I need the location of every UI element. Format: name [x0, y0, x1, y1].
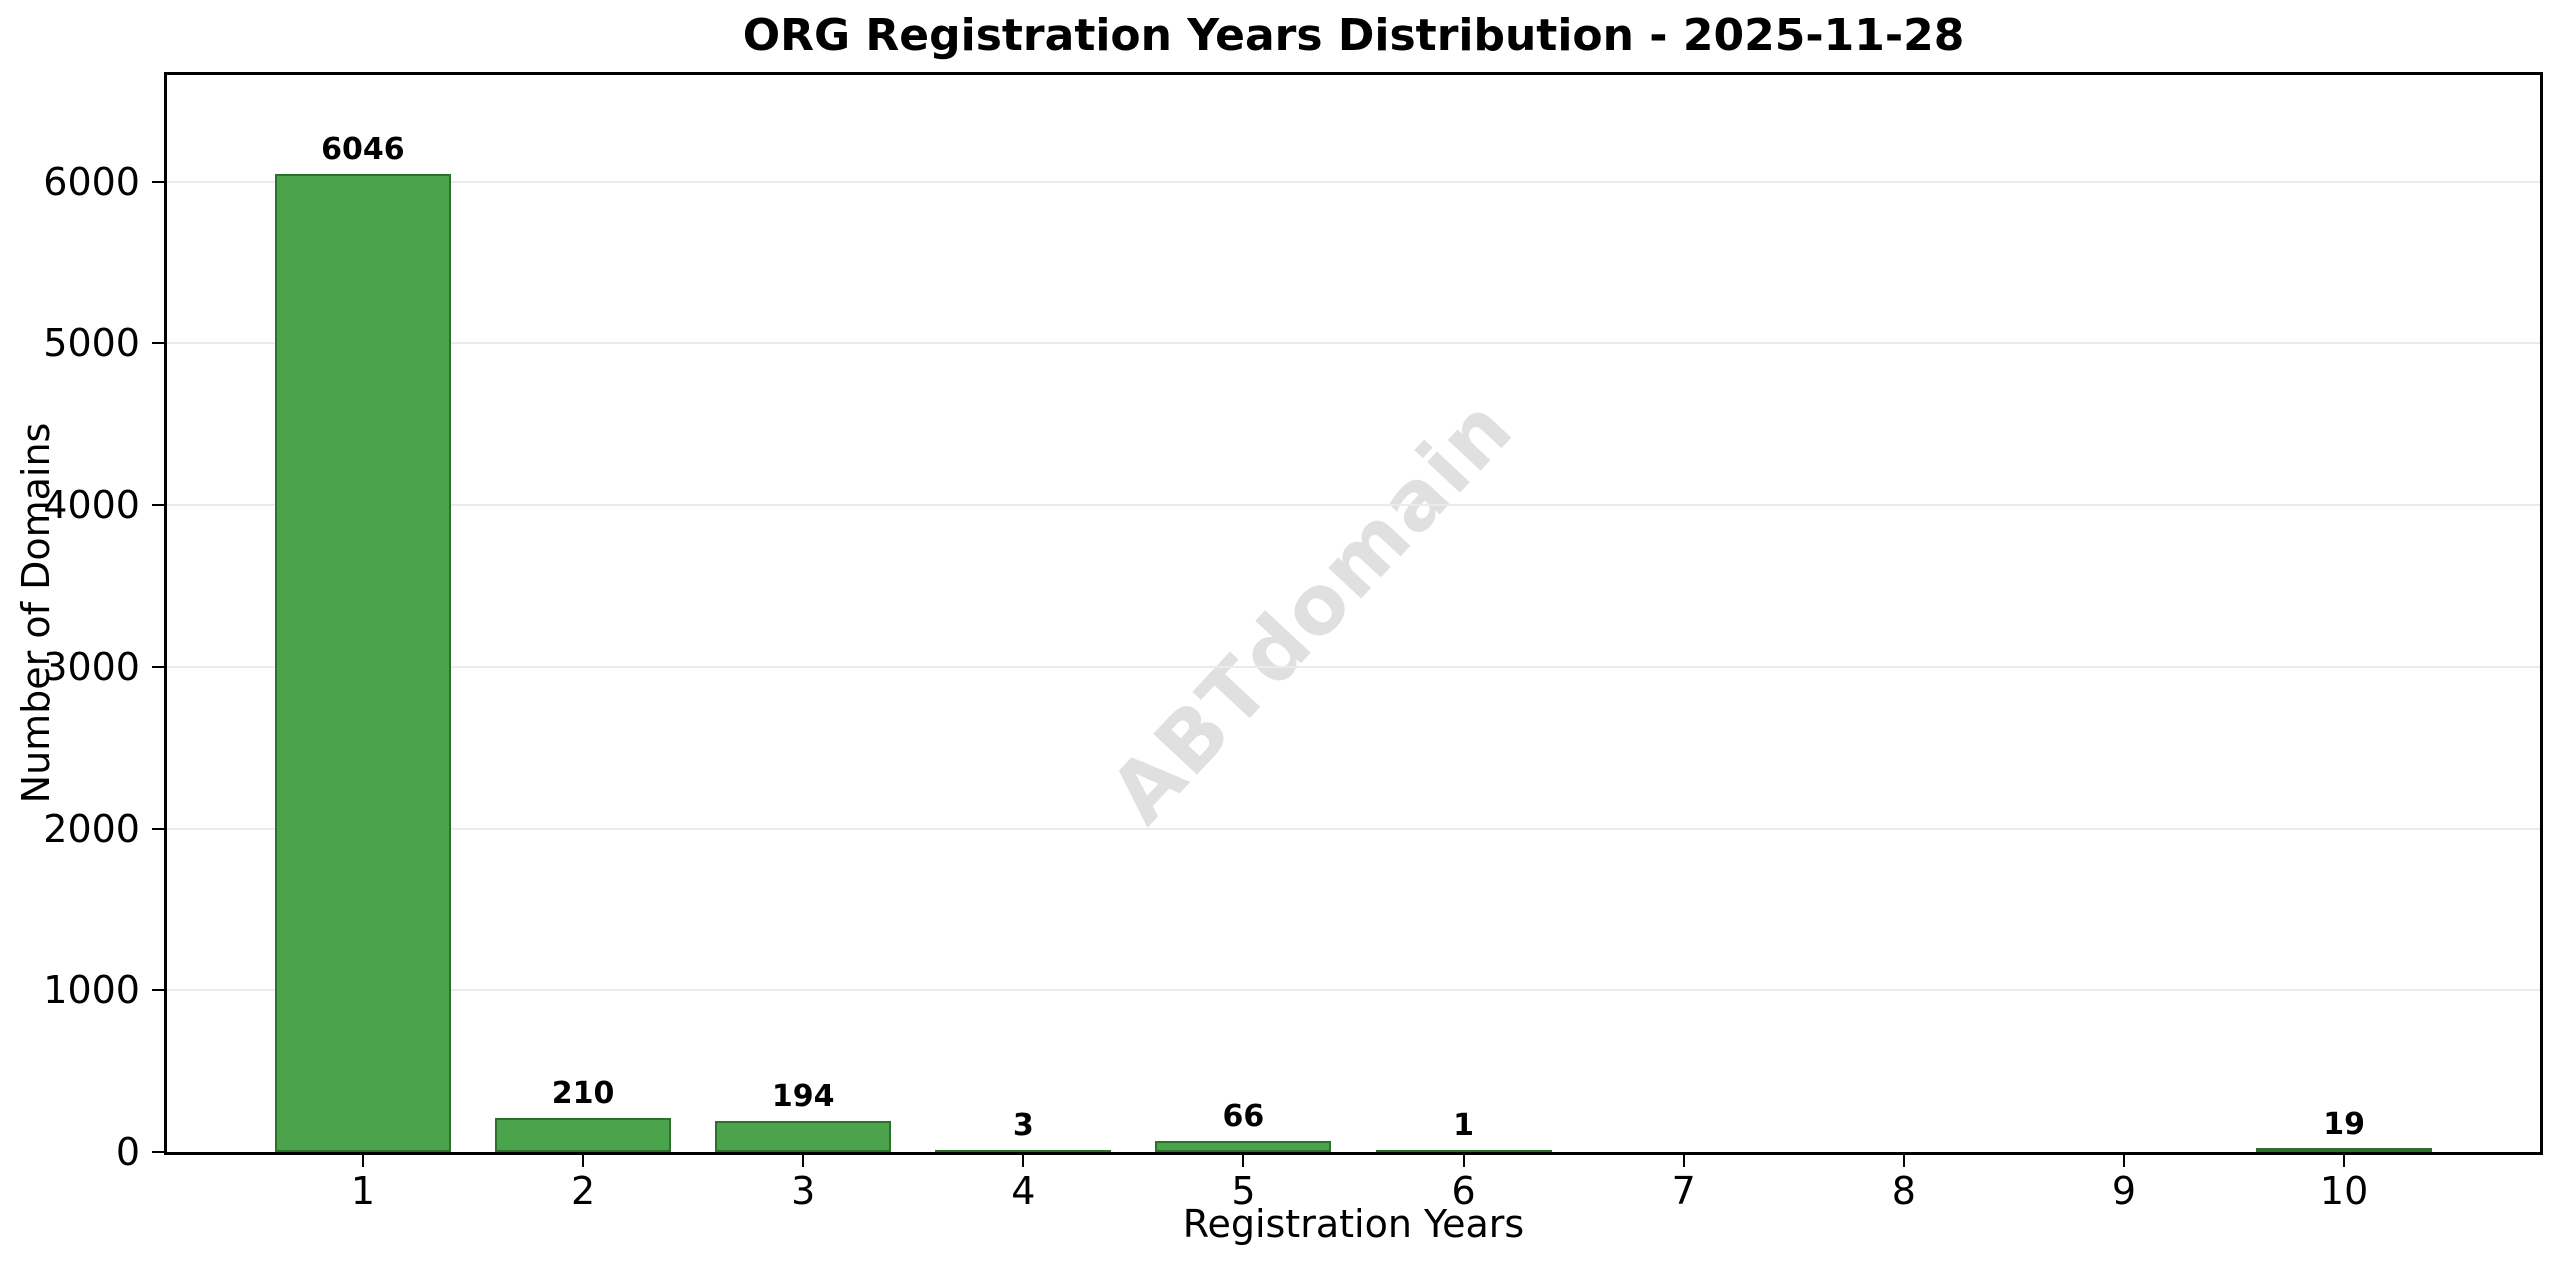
y-gridline	[167, 504, 2540, 507]
x-tick-mark	[1022, 1155, 1025, 1167]
bar-value-label: 6046	[321, 132, 405, 168]
y-tick-label: 0	[115, 1130, 140, 1174]
x-tick-mark	[361, 1155, 364, 1167]
y-tick-mark	[152, 665, 164, 668]
x-tick-mark	[2122, 1155, 2125, 1167]
x-axis-label: Registration Years	[1182, 1202, 1525, 1246]
x-tick-mark	[582, 1155, 585, 1167]
x-tick-label: 6	[1451, 1169, 1476, 1213]
bar	[935, 1150, 1112, 1152]
y-tick-label: 2000	[43, 806, 140, 851]
bar-value-label: 19	[2323, 1106, 2365, 1142]
y-tick-mark	[152, 827, 164, 830]
y-tick-mark	[152, 504, 164, 507]
y-gridline	[167, 180, 2540, 183]
x-tick-label: 2	[570, 1169, 596, 1213]
x-tick-label: 4	[1011, 1169, 1036, 1213]
y-tick-mark	[152, 180, 164, 183]
x-tick-label: 10	[2319, 1169, 2369, 1213]
bar	[274, 174, 451, 1152]
x-tick-label: 8	[1891, 1169, 1916, 1213]
bar-value-label: 210	[551, 1076, 615, 1112]
bar	[1155, 1141, 1332, 1152]
y-gridline	[167, 989, 2540, 992]
x-tick-mark	[2343, 1155, 2346, 1167]
y-gridline	[167, 827, 2540, 830]
y-tick-mark	[152, 1151, 164, 1153]
x-tick-mark	[1462, 1155, 1465, 1167]
y-tick-label: 4000	[43, 483, 140, 528]
x-tick-label: 9	[2111, 1169, 2137, 1213]
y-tick-label: 3000	[43, 644, 140, 689]
x-tick-label: 7	[1671, 1169, 1696, 1213]
bar-value-label: 66	[1222, 1099, 1265, 1135]
y-tick-label: 1000	[43, 968, 140, 1013]
x-tick-mark	[1242, 1155, 1245, 1167]
bar	[1375, 1150, 1552, 1152]
x-tick-mark	[1902, 1155, 1905, 1167]
y-tick-label: 6000	[43, 159, 140, 204]
bar	[715, 1120, 892, 1152]
bar	[494, 1118, 672, 1152]
bar-value-label: 3	[1012, 1108, 1034, 1144]
chart-title: ORG Registration Years Distribution - 20…	[742, 10, 1965, 61]
bar	[2256, 1148, 2433, 1152]
y-tick-mark	[152, 989, 164, 992]
plot-area: ABTdomain 6046 210 194 3 66 1 19	[164, 72, 2543, 1155]
x-tick-label: 5	[1231, 1169, 1256, 1213]
y-gridline	[167, 665, 2540, 668]
x-tick-label: 3	[791, 1169, 816, 1213]
x-tick-mark	[1682, 1155, 1685, 1167]
watermark: ABTdomain	[1092, 380, 1532, 842]
y-tick-mark	[152, 342, 164, 345]
y-tick-label: 5000	[43, 321, 140, 366]
y-gridline	[167, 342, 2540, 345]
bar-value-label: 1	[1453, 1108, 1474, 1144]
x-tick-mark	[802, 1155, 805, 1167]
bar-value-label: 194	[771, 1078, 835, 1114]
x-tick-label: 1	[350, 1169, 375, 1213]
